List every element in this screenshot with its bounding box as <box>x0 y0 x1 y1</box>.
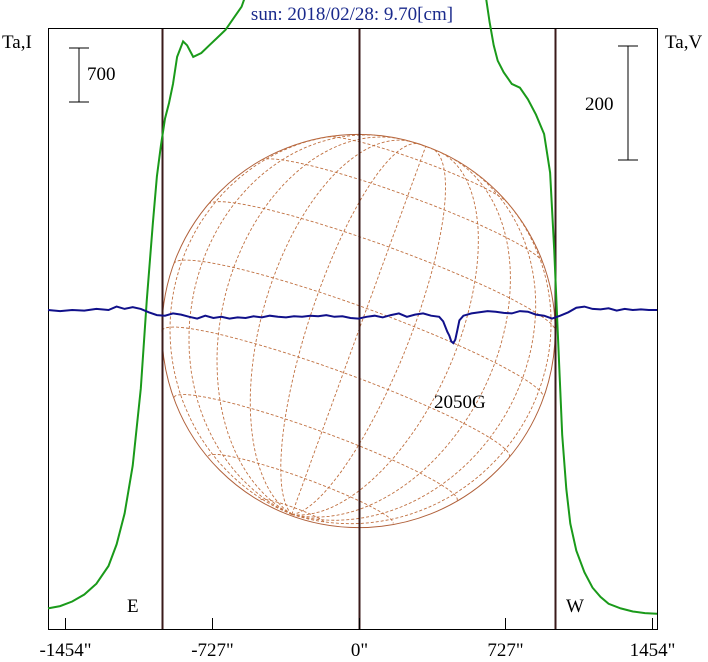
latitude-line <box>173 259 544 399</box>
limb-label-west: W <box>566 596 584 617</box>
latitude-line <box>261 158 544 263</box>
limb-lines <box>161 29 557 629</box>
x-tick-label: -1454" <box>39 640 91 661</box>
x-axis: -1454" -727" 0" 727" 1454" <box>39 618 675 661</box>
longitude-line <box>249 139 412 515</box>
chart-title: sun: 2018/02/28: 9.70[cm] <box>251 4 453 25</box>
latitude-line <box>402 138 449 157</box>
annotation-2050g: 2050G <box>434 392 486 413</box>
longitude-line <box>291 194 552 525</box>
x-tick-label: -727" <box>191 640 234 661</box>
scale-label-right: 200 <box>585 94 614 115</box>
longitude-line <box>188 134 383 515</box>
longitude-line <box>291 148 446 515</box>
scale-label-left: 700 <box>87 64 116 85</box>
longitude-line <box>291 146 427 515</box>
y-axis-label-left: Ta,I <box>2 32 32 53</box>
x-tick-label: 727" <box>487 640 523 661</box>
x-tick-label: 0" <box>351 640 368 661</box>
series-line-I <box>47 0 658 615</box>
limb-label-east: E <box>127 596 139 617</box>
longitude-line <box>169 135 339 515</box>
y-axis-label-right: Ta,V <box>665 32 702 53</box>
plot-frame <box>48 28 658 630</box>
longitude-line <box>291 165 537 521</box>
series-line-V <box>47 305 657 345</box>
longitude-line <box>291 151 479 516</box>
longitude-line <box>216 136 398 515</box>
latitude-line <box>260 498 326 524</box>
longitude-line <box>280 143 419 515</box>
latitude-line <box>208 201 556 331</box>
data-curves <box>47 0 658 615</box>
scale-bar-left <box>69 47 89 103</box>
longitude-line <box>291 157 511 518</box>
x-tick-label: 1454" <box>630 640 676 661</box>
scale-bar-right <box>618 45 638 161</box>
